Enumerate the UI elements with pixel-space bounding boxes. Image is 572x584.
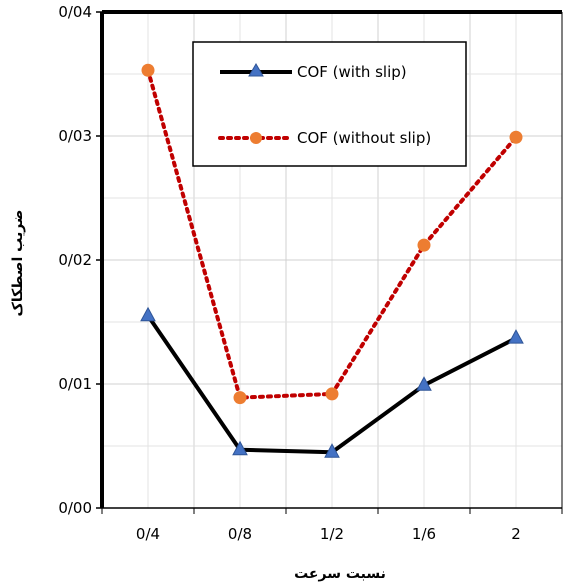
series-layer — [140, 63, 524, 458]
legend-label-with-slip: COF (with slip) — [297, 63, 407, 81]
legend-label-without-slip: COF (without slip) — [297, 129, 431, 147]
y-tick-label: 0/04 — [58, 3, 92, 21]
series-1-marker — [325, 387, 339, 401]
y-axis-title: ضریب اصطکاک — [10, 210, 26, 317]
y-tick-label: 0/02 — [58, 251, 92, 269]
series-1-marker — [233, 391, 247, 405]
y-tick-label: 0/00 — [58, 499, 92, 517]
x-axis-title: نسبت سرعت — [294, 566, 386, 582]
legend-triangle-marker — [248, 63, 264, 77]
y-tick-label: 0/01 — [58, 375, 92, 393]
x-tick-label: 0/8 — [228, 525, 252, 543]
series-1-marker — [417, 238, 431, 252]
legend: COF (with slip) COF (without slip) — [192, 41, 467, 167]
series-1-marker — [509, 130, 523, 144]
series-0-marker — [508, 329, 524, 344]
y-tick-label: 0/03 — [58, 127, 92, 145]
series-0-marker — [324, 443, 340, 458]
x-tick-label: 0/4 — [136, 525, 160, 543]
legend-box — [192, 41, 467, 167]
x-tick-label: 1/6 — [412, 525, 436, 543]
series-0-marker — [140, 306, 156, 322]
series-0-marker — [232, 440, 248, 456]
tick-labels: 0/00 0/01 0/02 0/03 0/04 0/4 0/8 1/2 1/6 2 — [58, 3, 520, 543]
x-tick-label: 1/2 — [320, 525, 344, 543]
series-0-marker — [416, 376, 432, 391]
series-1-marker — [141, 63, 155, 77]
axes — [96, 10, 563, 514]
legend-circle-marker — [250, 132, 262, 144]
x-tick-label: 2 — [511, 525, 521, 543]
